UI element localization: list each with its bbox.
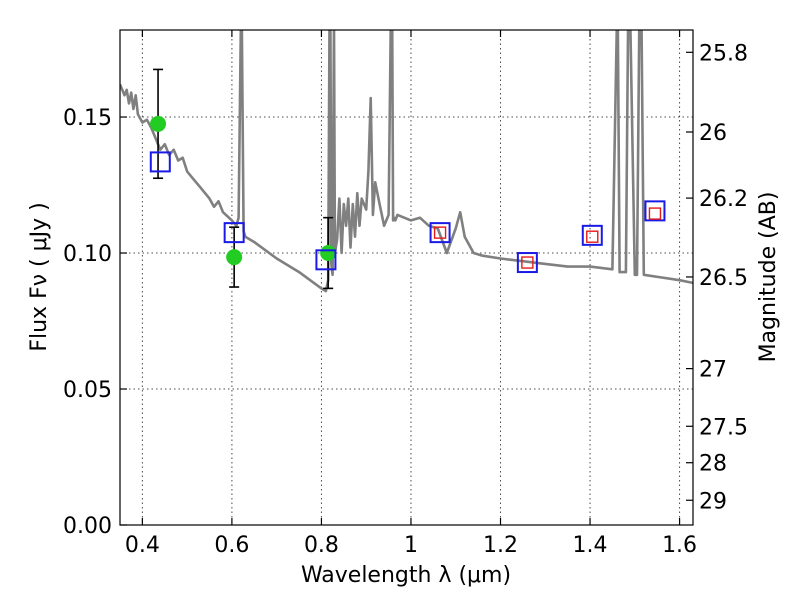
model-square-red: [433, 226, 447, 239]
model-square-blue: [223, 222, 245, 244]
model-square-red: [586, 230, 599, 243]
x-tick-label: 1.6: [662, 533, 697, 558]
observed-point: [226, 249, 243, 266]
y-axis-label: Flux Fν ( μJy ): [27, 202, 52, 351]
model-square-blue: [429, 222, 451, 244]
model-square-red: [521, 256, 534, 269]
y-tick-label: 0.15: [63, 106, 112, 131]
y2-tick-label: 28: [699, 452, 727, 477]
y-tick-label: 0.10: [63, 242, 112, 267]
observed-point: [150, 115, 167, 132]
y2-axis-label: Magnitude (AB): [756, 192, 781, 363]
y2-tick-label: 27: [699, 358, 727, 383]
axes-frame: [119, 29, 694, 526]
x-tick-label: 1: [404, 533, 418, 558]
model-square-blue: [315, 249, 337, 271]
x-tick-label: 1.2: [483, 533, 518, 558]
model-square-blue: [581, 224, 603, 246]
x-tick-label: 0.8: [304, 533, 339, 558]
x-axis-label: Wavelength λ (μm): [301, 563, 511, 588]
y2-tick-label: 26.2: [699, 187, 748, 212]
observed-point: [320, 245, 337, 262]
axis-ticks: 0.4 0.6 0.8 1 1.2 1.4 1.6 0.00 0.05 0.10 0.15 25.8 2…: [63, 30, 748, 558]
x-tick-label: 1.4: [573, 533, 608, 558]
model-square-blue: [149, 151, 171, 173]
grid-lines: [120, 30, 693, 525]
model-square-red: [648, 207, 662, 220]
y2-tick-label: 27.5: [699, 415, 748, 440]
model-square-blue: [516, 252, 538, 274]
y2-tick-label: 29: [699, 489, 727, 514]
y-tick-label: 0.05: [63, 378, 112, 403]
y2-tick-label: 26: [699, 121, 727, 146]
y2-tick-label: 26.5: [699, 266, 748, 291]
model-square-blue: [644, 200, 666, 222]
x-tick-label: 0.4: [125, 533, 160, 558]
y2-tick-label: 25.8: [699, 41, 748, 66]
plot-area: [120, 30, 693, 293]
x-tick-label: 0.6: [214, 533, 249, 558]
y-tick-label: 0.00: [63, 514, 112, 539]
sed-model-line: [120, 30, 693, 293]
